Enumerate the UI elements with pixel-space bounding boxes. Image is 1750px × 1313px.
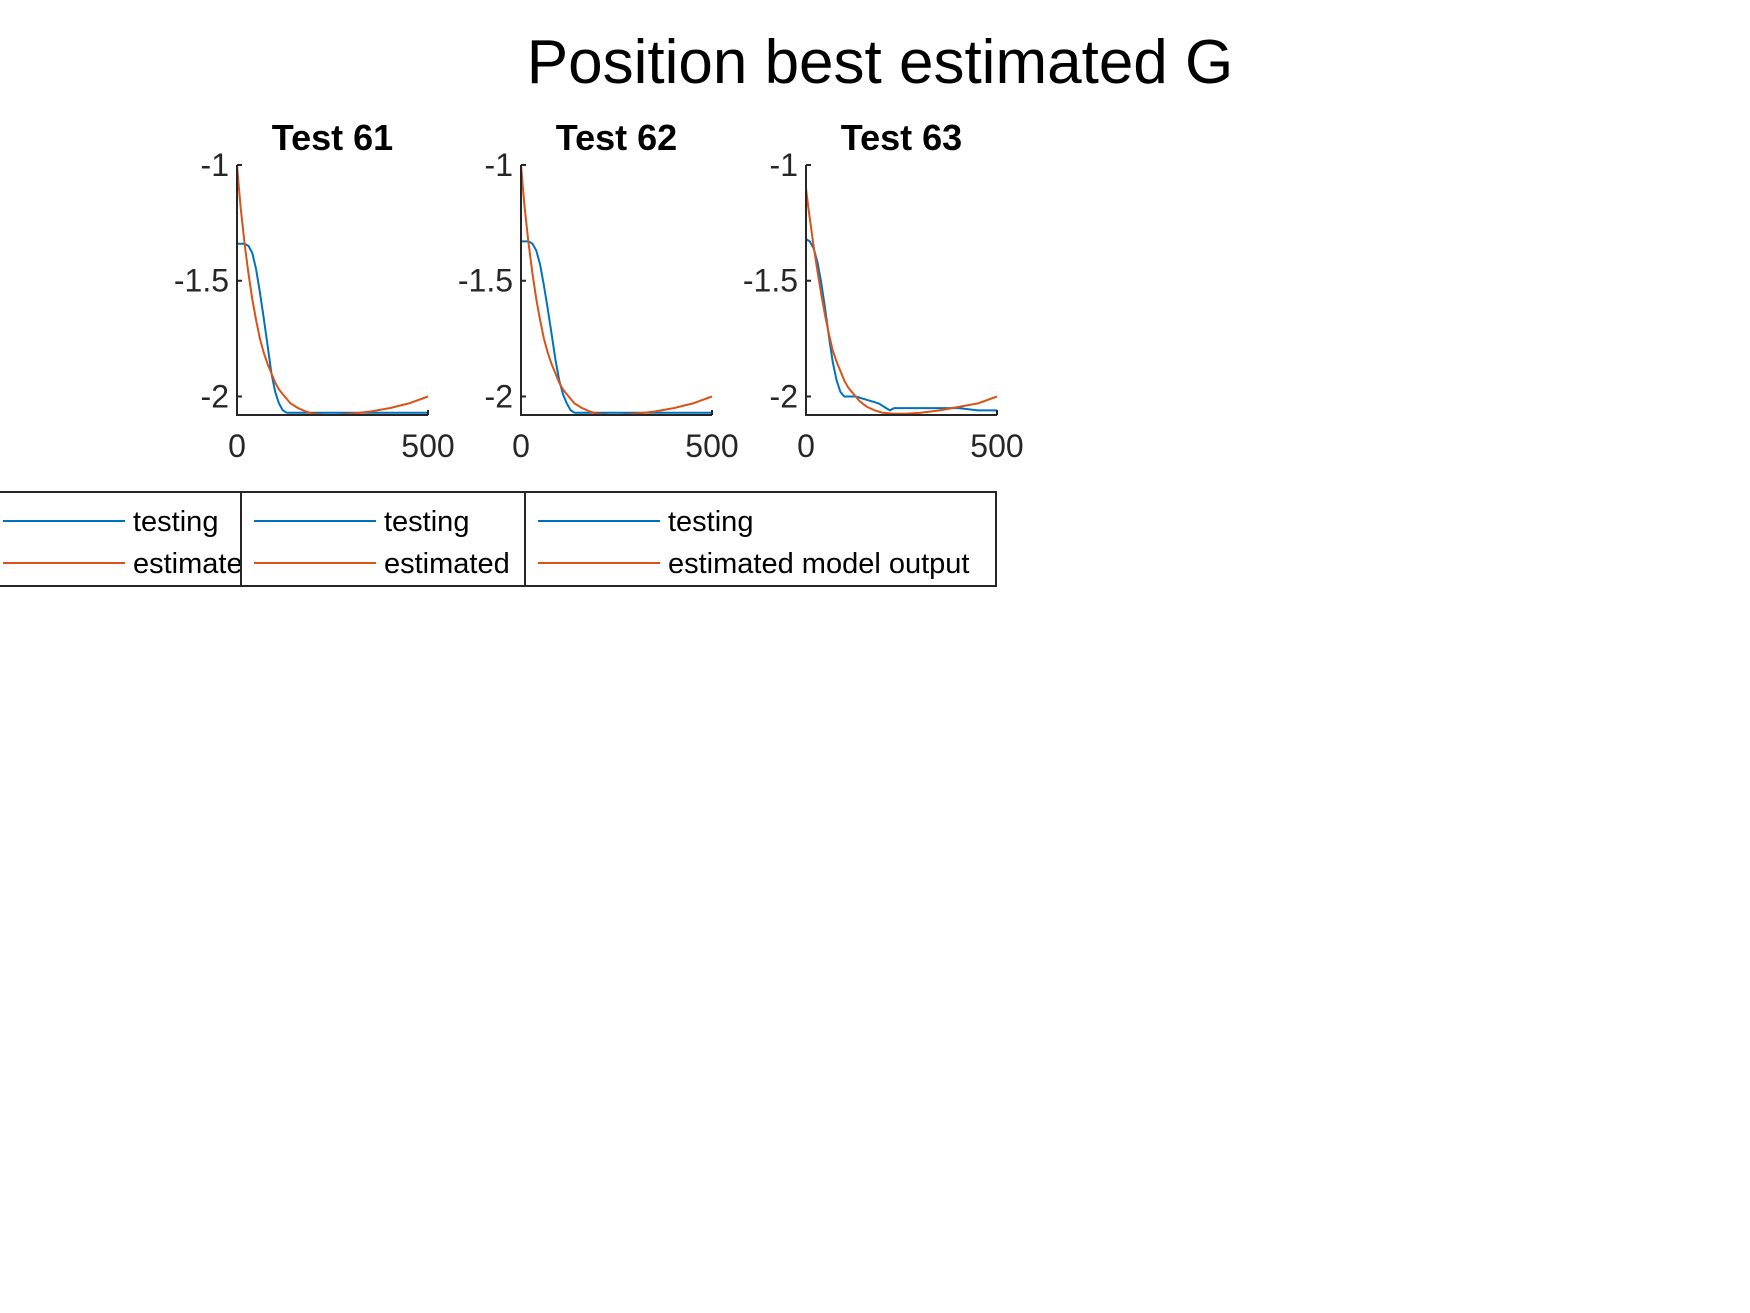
legend-box	[240, 491, 526, 587]
series-line-estimated	[520, 164, 713, 416]
y-tick-label: -1.5	[458, 263, 513, 299]
legend-1: testing estimated	[0, 491, 259, 587]
subplot-title: Test 63	[841, 117, 962, 158]
axes-box	[236, 165, 428, 416]
legend-box	[524, 491, 997, 587]
y-tick-label: -2	[770, 378, 798, 414]
series-line-testing	[521, 240, 712, 414]
legend-label: estimated model output	[668, 548, 969, 580]
y-tick-label: -1.5	[174, 263, 229, 299]
x-tick-label: 500	[401, 428, 454, 464]
x-tick-label: 0	[228, 428, 246, 464]
x-tick-label: 0	[797, 428, 815, 464]
subplot-title: Test 61	[272, 117, 393, 158]
y-tick-label: -2	[201, 378, 229, 414]
legend-label: estimated	[133, 548, 259, 580]
y-tick-label: -1	[770, 147, 798, 183]
series-line-testing	[805, 238, 997, 412]
axes-box	[805, 165, 997, 416]
x-tick-label: 500	[685, 428, 738, 464]
legend-3: testing estimated model output	[524, 491, 997, 587]
subplot-3: Test 63 -1 -1.5 -2 0 500	[743, 117, 1024, 464]
legend-label: testing	[384, 506, 469, 538]
legend-box	[0, 491, 242, 587]
subplots: Test 61 -1 -1.5 -2 0 500 testing estimated Test …	[0, 117, 1024, 587]
legend-2: testing estimated	[240, 491, 526, 587]
y-tick-label: -1.5	[743, 263, 798, 299]
legend-label: testing	[668, 506, 753, 538]
y-tick-label: -1	[485, 147, 513, 183]
series-line-estimated	[805, 187, 998, 415]
figure-title: Position best estimated G	[527, 28, 1233, 97]
x-tick-label: 0	[512, 428, 530, 464]
x-tick-label: 500	[970, 428, 1023, 464]
subplot-title: Test 62	[556, 117, 677, 158]
subplot-2: Test 62 -1 -1.5 -2 0 500	[458, 117, 739, 464]
subplot-1: Test 61 -1 -1.5 -2 0 500	[174, 117, 455, 464]
legend-label: testing	[133, 506, 218, 538]
series-line-estimated	[236, 164, 429, 416]
series-line-testing	[237, 242, 428, 414]
axes-box	[520, 165, 712, 416]
legend-label: estimated	[384, 548, 510, 580]
y-tick-label: -1	[201, 147, 229, 183]
y-tick-label: -2	[485, 378, 513, 414]
